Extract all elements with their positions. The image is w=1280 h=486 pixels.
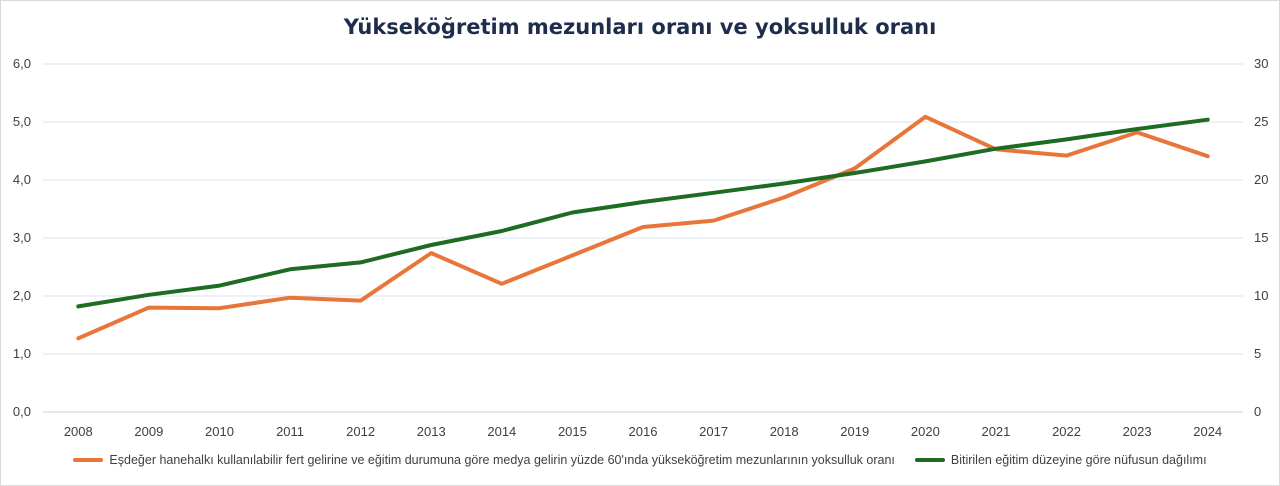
left-axis-ticks: 0,0 1,0 2,0 3,0 4,0 5,0 6,0 bbox=[13, 56, 31, 419]
legend: Eşdeğer hanehalkı kullanılabilir fert ge… bbox=[1, 453, 1279, 467]
series-line-population-distribution bbox=[76, 117, 1210, 309]
legend-item-population-distribution: Bitirilen eğitim düzeyine göre nüfusun d… bbox=[914, 453, 1207, 467]
right-tick-label: 20 bbox=[1254, 172, 1268, 187]
gridlines bbox=[43, 63, 1243, 413]
right-tick-label: 25 bbox=[1254, 114, 1268, 129]
x-tick-label: 2009 bbox=[134, 424, 163, 439]
chart-title: Yükseköğretim mezunları oranı ve yoksull… bbox=[343, 15, 937, 39]
left-tick-label: 1,0 bbox=[13, 346, 31, 361]
left-tick-label: 2,0 bbox=[13, 288, 31, 303]
left-tick-label: 5,0 bbox=[13, 114, 31, 129]
x-tick-label: 2015 bbox=[558, 424, 587, 439]
x-axis-ticks: 2008 2009 2010 2011 2012 2013 2014 2015 2016 2017… bbox=[64, 424, 1222, 439]
x-tick-label: 2018 bbox=[770, 424, 799, 439]
x-tick-label: 2012 bbox=[346, 424, 375, 439]
x-tick-label: 2014 bbox=[487, 424, 516, 439]
right-axis-ticks: 0 5 10 15 20 25 30 bbox=[1254, 56, 1268, 419]
right-tick-label: 30 bbox=[1254, 56, 1268, 71]
series-lines bbox=[76, 114, 1210, 341]
right-tick-label: 0 bbox=[1254, 404, 1261, 419]
left-tick-label: 3,0 bbox=[13, 230, 31, 245]
left-tick-label: 6,0 bbox=[13, 56, 31, 71]
x-tick-label: 2022 bbox=[1052, 424, 1081, 439]
x-tick-label: 2010 bbox=[205, 424, 234, 439]
right-tick-label: 5 bbox=[1254, 346, 1261, 361]
x-tick-label: 2008 bbox=[64, 424, 93, 439]
legend-label-poverty-rate: Eşdeğer hanehalkı kullanılabilir fert ge… bbox=[109, 453, 895, 467]
x-tick-label: 2017 bbox=[699, 424, 728, 439]
series-line-poverty-rate bbox=[76, 114, 1210, 341]
legend-item-poverty-rate: Eşdeğer hanehalkı kullanılabilir fert ge… bbox=[73, 453, 895, 467]
x-tick-label: 2020 bbox=[911, 424, 940, 439]
legend-swatch-poverty-rate bbox=[73, 458, 104, 462]
right-tick-label: 15 bbox=[1254, 230, 1268, 245]
legend-label-population-distribution: Bitirilen eğitim düzeyine göre nüfusun d… bbox=[950, 453, 1207, 467]
x-tick-label: 2024 bbox=[1193, 424, 1222, 439]
x-tick-label: 2016 bbox=[629, 424, 658, 439]
x-tick-label: 2023 bbox=[1123, 424, 1152, 439]
x-tick-label: 2019 bbox=[840, 424, 869, 439]
x-tick-label: 2013 bbox=[417, 424, 446, 439]
x-tick-label: 2021 bbox=[981, 424, 1010, 439]
x-tick-label: 2011 bbox=[276, 424, 304, 439]
left-tick-label: 4,0 bbox=[13, 172, 31, 187]
legend-swatch-population-distribution bbox=[914, 458, 945, 462]
right-tick-label: 10 bbox=[1254, 288, 1268, 303]
left-tick-label: 0,0 bbox=[13, 404, 31, 419]
